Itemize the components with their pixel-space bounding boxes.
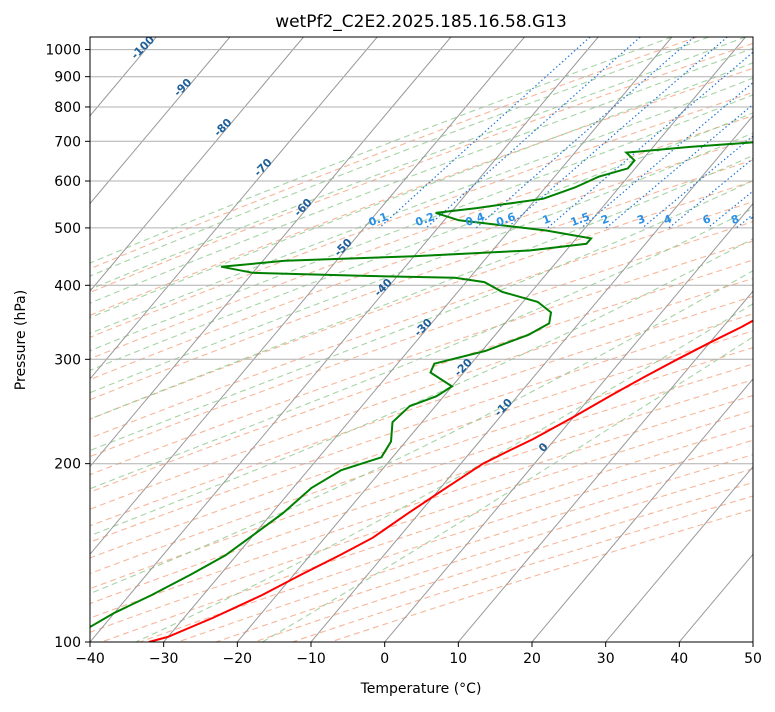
y-tick-label: 200 [54, 457, 81, 473]
x-tick-label: −10 [296, 651, 326, 667]
x-tick-label: −40 [75, 651, 105, 667]
x-tick-label: 20 [523, 651, 541, 667]
y-axis-label: Pressure (hPa) [13, 290, 29, 390]
y-tick-label: 800 [54, 100, 81, 116]
y-tick-label: 100 [54, 635, 81, 651]
x-tick-label: −20 [223, 651, 253, 667]
y-tick-label: 400 [54, 278, 81, 294]
x-axis-label: Temperature (°C) [360, 681, 482, 697]
y-tick-label: 500 [54, 221, 81, 237]
x-tick-label: 30 [597, 651, 615, 667]
y-tick-label: 700 [54, 134, 81, 150]
x-tick-label: 40 [670, 651, 688, 667]
y-tick-label: 900 [54, 70, 81, 86]
x-tick-label: 0 [380, 651, 389, 667]
x-tick-label: 50 [744, 651, 762, 667]
y-tick-label: 1000 [45, 43, 81, 59]
y-tick-label: 300 [54, 352, 81, 368]
x-tick-label: 10 [449, 651, 467, 667]
y-tick-label: 600 [54, 174, 81, 190]
chart-title: wetPf2_C2E2.2025.185.16.58.G13 [275, 12, 567, 32]
x-tick-label: −30 [149, 651, 179, 667]
